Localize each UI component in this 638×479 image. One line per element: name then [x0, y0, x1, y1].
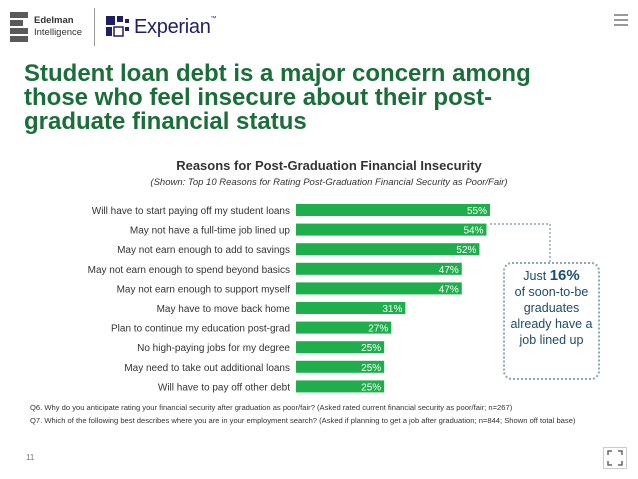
category-label: May not earn enough to support myself [117, 284, 291, 295]
data-label: 47% [439, 284, 459, 295]
menu-icon[interactable] [614, 14, 628, 29]
data-label: 25% [361, 382, 381, 393]
experian-logo: Experian™ [104, 12, 234, 42]
edelman-logo-line2: Intelligence [34, 27, 83, 38]
bar [296, 341, 385, 354]
bar [296, 282, 462, 295]
chart-title: Reasons for Post-Graduation Financial In… [176, 158, 482, 173]
category-label: May need to take out additional loans [124, 363, 290, 374]
bar [296, 262, 462, 275]
chart-subtitle: (Shown: Top 10 Reasons for Rating Post-G… [150, 177, 508, 188]
category-label: May not have a full-time job lined up [130, 226, 291, 237]
page-number: 11 [26, 453, 35, 462]
callout-box: Just 16% of soon-to-be graduates already… [503, 262, 600, 380]
category-label: Plan to continue my education post-grad [111, 324, 290, 335]
data-label: 52% [456, 245, 476, 256]
data-label: 27% [368, 324, 388, 335]
category-label: Will have to start paying off my student… [92, 206, 290, 217]
edelman-logo-line1: Edelman [34, 15, 74, 26]
category-label: May not earn enough to add to savings [117, 245, 290, 256]
data-label: 55% [467, 206, 487, 217]
callout-connector [490, 223, 551, 262]
bar [296, 380, 385, 393]
bar-chart: Will have to start paying off my student… [88, 204, 490, 393]
category-label: May not earn enough to spend beyond basi… [88, 265, 290, 276]
callout-text: of soon-to-be graduates already have a j… [510, 285, 593, 347]
footnote-q7: Q7. Which of the following best describe… [30, 416, 576, 425]
edelman-intelligence-logo: Edelman Intelligence [10, 10, 90, 44]
data-label: 47% [439, 265, 459, 276]
bar [296, 321, 392, 334]
bar [296, 243, 480, 256]
footnote-q6: Q6. Why do you anticipate rating your fi… [30, 403, 513, 412]
category-label: Will have to pay off other debt [158, 382, 290, 393]
experian-mark-icon [106, 16, 129, 37]
edelman-mark-icon [10, 12, 28, 42]
fullscreen-icon[interactable] [603, 447, 627, 469]
callout-prefix: Just [523, 269, 550, 283]
logo-divider [94, 8, 95, 46]
data-label: 31% [382, 304, 402, 315]
bar [296, 204, 490, 216]
bar [296, 360, 385, 373]
data-label: 25% [361, 343, 381, 354]
slide-title: Student loan debt is a major concern amo… [24, 60, 531, 135]
data-label: 54% [463, 226, 483, 237]
category-label: May have to move back home [157, 304, 291, 315]
callout-percent: 16% [549, 267, 580, 284]
category-label: No high-paying jobs for my degree [137, 343, 290, 354]
bar [296, 302, 406, 314]
data-label: 25% [361, 363, 381, 374]
experian-logo-text: Experian™ [134, 16, 217, 38]
bar [296, 223, 487, 236]
